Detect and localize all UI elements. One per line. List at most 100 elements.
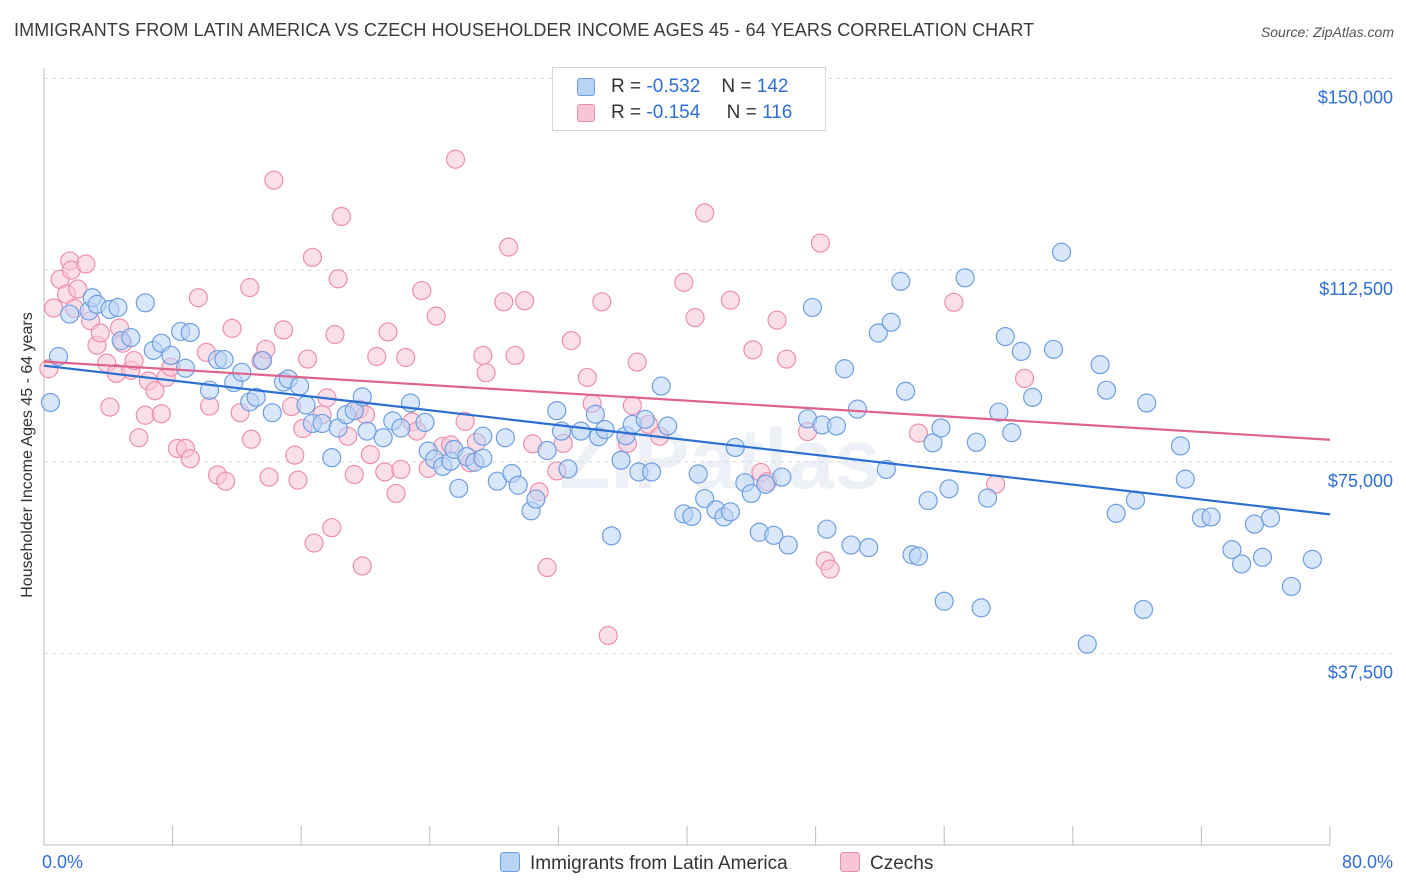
latin-america-point	[989, 402, 1009, 422]
latin-america-point	[585, 404, 605, 424]
latin-america-point	[508, 475, 528, 495]
czechs-point	[367, 346, 387, 367]
czechs-point	[810, 233, 831, 253]
legend-r-value: -0.532	[646, 76, 701, 97]
legend-swatch-blue	[500, 852, 520, 872]
latin-america-point	[688, 464, 708, 484]
latin-america-point	[121, 327, 141, 348]
latin-america-point	[741, 483, 761, 504]
y-tick-label: $112,500	[1319, 279, 1393, 299]
latin-america-point	[357, 421, 377, 441]
bottom-legend-latin-america: Immigrants from Latin America	[500, 852, 788, 875]
czechs-point	[627, 352, 647, 372]
latin-america-point	[896, 381, 916, 401]
czechs-point	[396, 347, 416, 368]
czechs-point	[426, 306, 446, 326]
latin-america-point	[1090, 355, 1110, 375]
czechs-point	[777, 349, 797, 369]
latin-america-point	[1096, 380, 1117, 400]
y-tick-label: $37,500	[1328, 662, 1393, 682]
czechs-point	[328, 269, 348, 289]
czechs-point	[216, 471, 236, 491]
czechs-point	[68, 279, 88, 299]
latin-america-point	[859, 537, 879, 558]
czechs-point	[695, 203, 715, 223]
latin-america-point	[1077, 634, 1097, 654]
latin-america-point	[1002, 423, 1022, 443]
czechs-point	[494, 292, 514, 312]
latin-america-point	[449, 478, 469, 498]
czechs-point	[592, 292, 612, 312]
y-tick-label: $150,000	[1318, 88, 1393, 108]
latin-america-point	[312, 413, 332, 434]
czechs-point	[188, 288, 208, 308]
czechs-point	[386, 483, 406, 504]
latin-america-point	[547, 401, 567, 421]
czechs-trend-line	[43, 360, 1331, 441]
latin-america-point	[826, 416, 847, 436]
latin-america-point	[1106, 503, 1126, 523]
czechs-points	[39, 149, 1035, 646]
czechs-point	[151, 404, 171, 424]
latin-america-point	[658, 416, 678, 436]
latin-america-point	[180, 322, 200, 343]
latin-america-point	[108, 297, 128, 318]
latin-america-point	[971, 598, 991, 618]
czechs-point	[445, 149, 466, 169]
latin-america-point	[966, 432, 986, 452]
czechs-point	[720, 290, 741, 310]
czechs-point	[325, 324, 345, 345]
latin-america-point	[415, 412, 435, 433]
legend-label: Czechs	[870, 853, 934, 874]
axes	[43, 68, 1331, 846]
latin-america-point	[934, 591, 954, 611]
source-label: Source: ZipAtlas.com	[1260, 24, 1394, 40]
y-tick-labels: $37,500 $75,000 $112,500 $150,000	[1318, 88, 1393, 683]
latin-america-point	[1137, 393, 1157, 413]
latin-america-point	[642, 462, 662, 482]
bottom-legend-czechs: Czechs	[840, 852, 933, 875]
latin-america-point	[1023, 387, 1043, 407]
latin-america-point	[635, 409, 655, 429]
latin-america-point	[720, 502, 741, 522]
czechs-point	[412, 280, 432, 301]
czechs-point	[241, 429, 261, 449]
latin-america-point	[571, 421, 591, 441]
latin-america-point	[175, 358, 196, 378]
legend-n-label: N =	[721, 76, 752, 97]
latin-america-point	[881, 312, 901, 332]
legend-n-value: 116	[762, 102, 793, 123]
latin-america-point	[40, 392, 61, 413]
legend-n-value: 142	[756, 76, 789, 97]
czechs-point	[240, 277, 260, 298]
latin-america-point	[1281, 576, 1302, 597]
legend-r-value: -0.154	[646, 102, 701, 123]
latin-america-point	[1133, 599, 1154, 620]
correlation-legend: R = -0.532 N = 142 R = -0.154 N = 116	[552, 67, 826, 131]
czechs-point	[180, 449, 200, 469]
latin-america-point	[135, 293, 155, 313]
czechs-point	[304, 533, 324, 553]
latin-america-point	[1252, 547, 1273, 567]
czechs-point	[743, 340, 763, 360]
czechs-point	[476, 363, 496, 383]
czechs-point	[908, 423, 929, 443]
latin-america-point	[373, 428, 393, 448]
czechs-point	[498, 237, 519, 257]
latin-america-point	[611, 450, 631, 470]
latin-america-point	[1170, 436, 1191, 456]
latin-america-point	[834, 359, 855, 379]
czechs-point	[135, 405, 155, 425]
czechs-point	[288, 470, 308, 490]
latin-america-point	[253, 350, 273, 371]
czechs-point	[145, 381, 165, 401]
legend-r-label: R =	[611, 102, 642, 123]
latin-america-point	[391, 418, 411, 438]
czechs-point	[259, 467, 279, 487]
latin-america-point	[868, 323, 888, 343]
czechs-point	[322, 518, 342, 538]
latin-america-point	[262, 403, 282, 423]
latin-america-point	[764, 525, 784, 545]
czechs-point	[302, 247, 323, 267]
